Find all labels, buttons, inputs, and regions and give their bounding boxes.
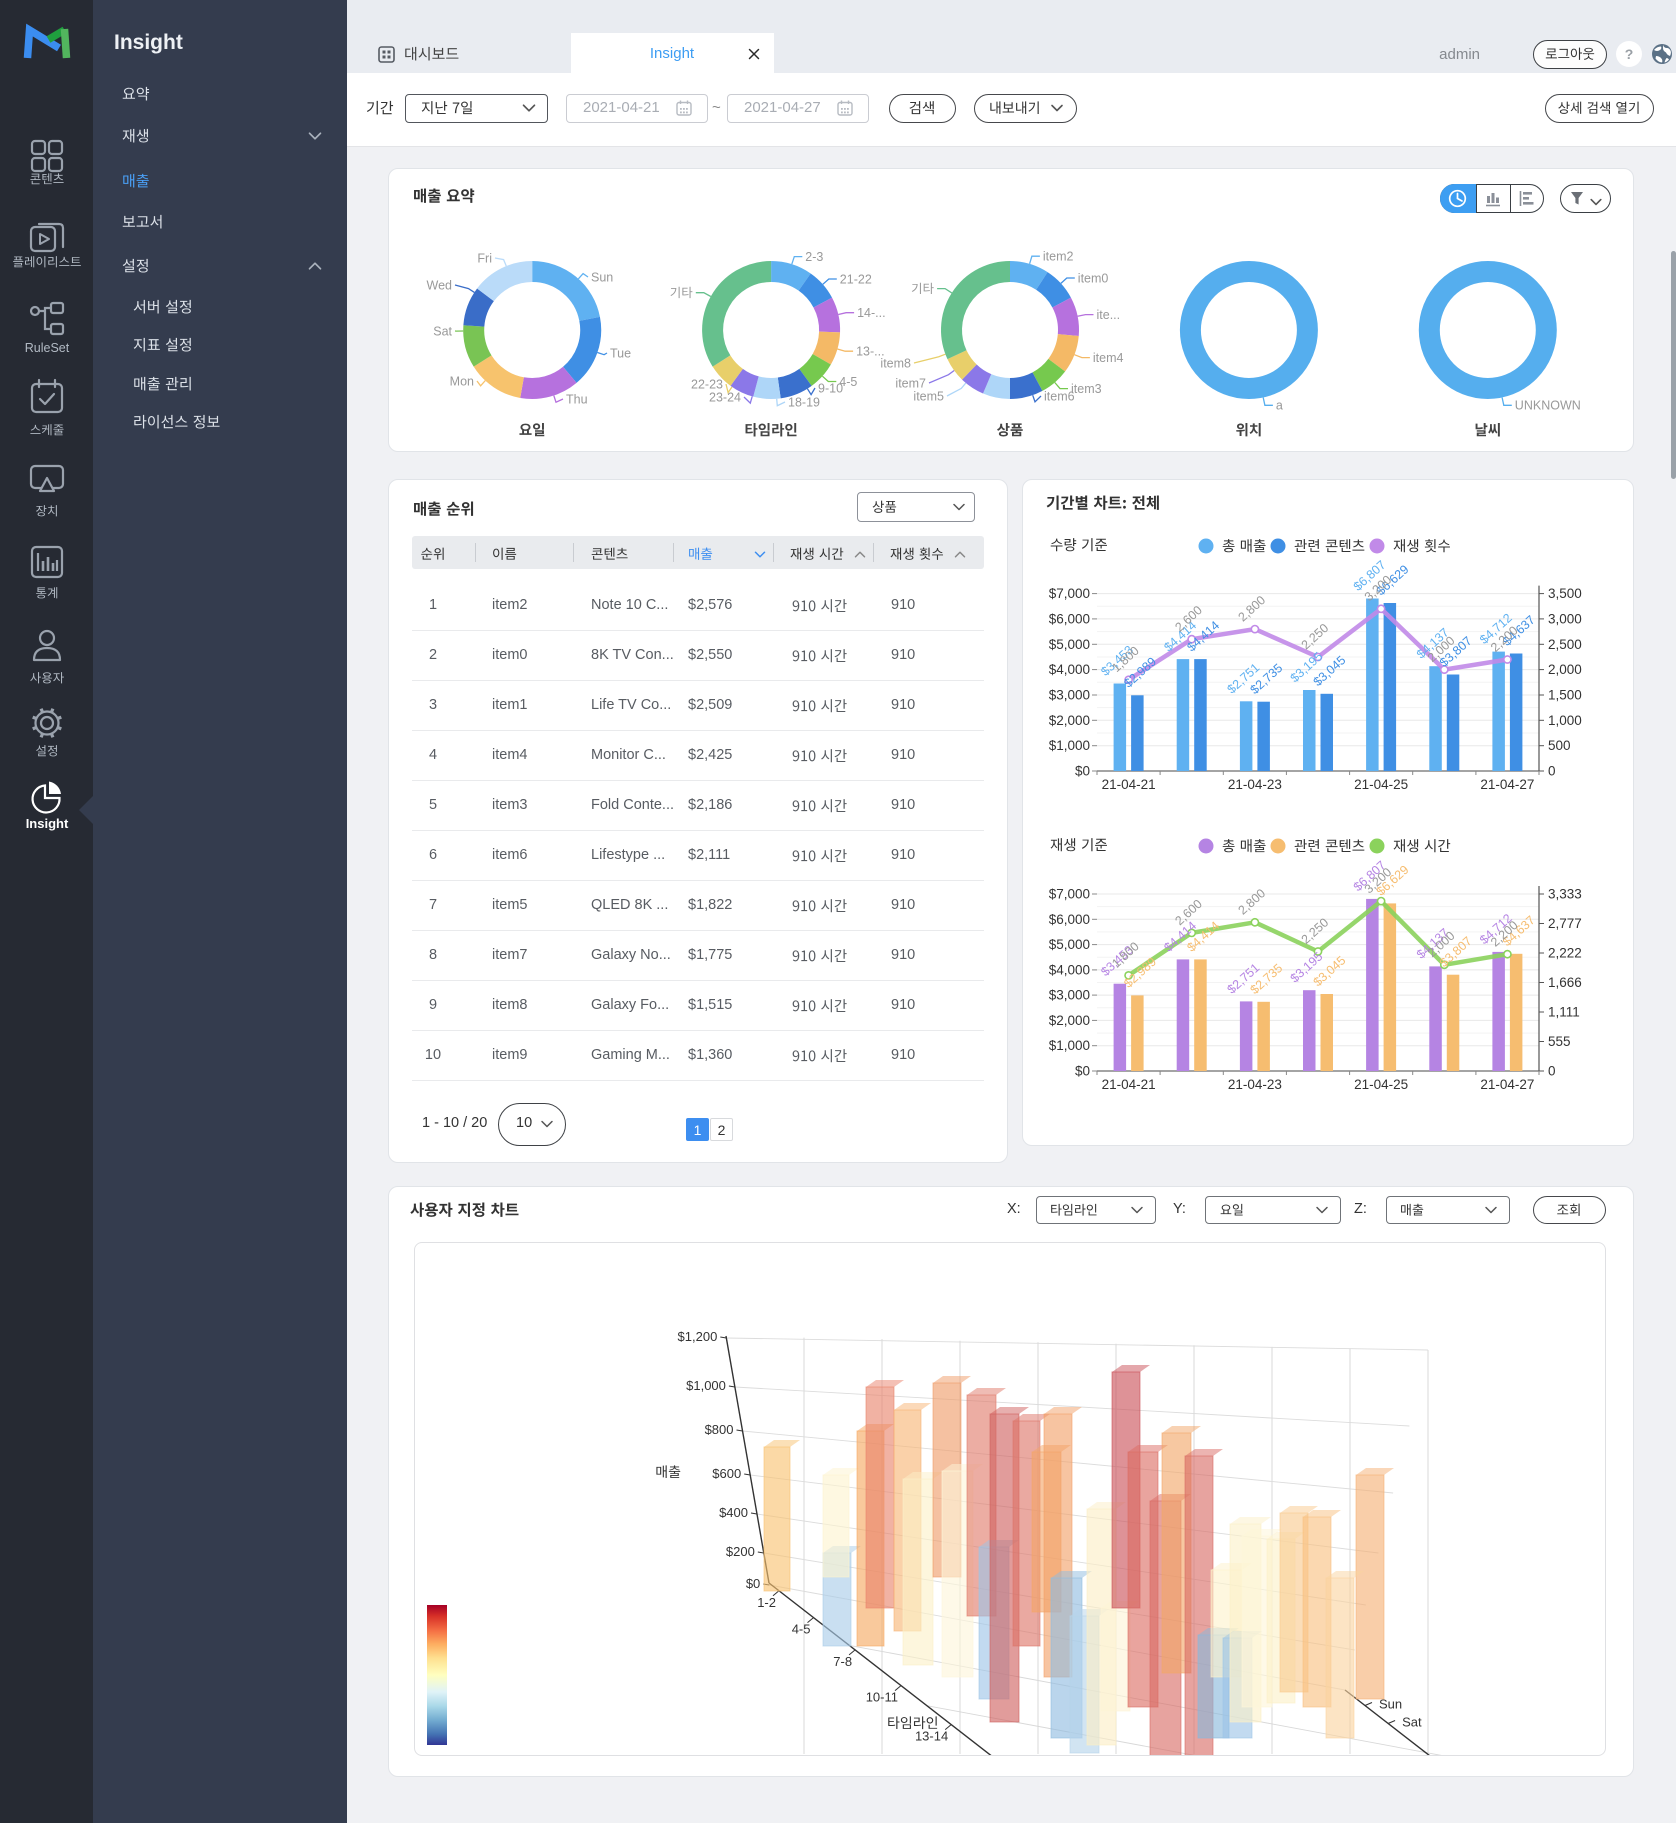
svg-text:Tue: Tue: [610, 346, 631, 360]
svg-text:3,500: 3,500: [1548, 586, 1582, 601]
svg-text:item2: item2: [1043, 250, 1074, 264]
svg-text:1,666: 1,666: [1548, 975, 1582, 990]
svg-text:22-23: 22-23: [691, 377, 723, 391]
svg-text:18-19: 18-19: [788, 395, 820, 409]
svg-text:21-04-27: 21-04-27: [1480, 777, 1534, 792]
svg-text:21-04-27: 21-04-27: [1480, 1077, 1534, 1092]
svg-text:21-04-25: 21-04-25: [1354, 1077, 1408, 1092]
svg-text:1,500: 1,500: [1548, 688, 1582, 703]
svg-text:2,800: 2,800: [1236, 886, 1269, 917]
svg-text:2,000: 2,000: [1548, 662, 1582, 677]
svg-text:1-2: 1-2: [757, 1595, 776, 1610]
svg-text:21-04-21: 21-04-21: [1102, 1077, 1156, 1092]
svg-text:4-5: 4-5: [839, 375, 857, 389]
svg-text:$3,000: $3,000: [1049, 988, 1090, 1003]
svg-text:$0: $0: [1075, 764, 1090, 779]
svg-text:7-8: 7-8: [833, 1654, 852, 1669]
svg-text:$4,000: $4,000: [1049, 962, 1090, 977]
svg-text:9-10: 9-10: [818, 381, 843, 395]
svg-text:21-04-25: 21-04-25: [1354, 777, 1408, 792]
svg-text:2,222: 2,222: [1548, 946, 1582, 961]
svg-text:$400: $400: [719, 1505, 748, 1520]
svg-text:$1,200: $1,200: [678, 1329, 718, 1344]
svg-text:$1,000: $1,000: [1049, 1038, 1090, 1053]
svg-text:2,250: 2,250: [1299, 621, 1332, 652]
svg-text:$800: $800: [705, 1422, 734, 1437]
svg-text:item8: item8: [880, 356, 911, 370]
svg-text:a: a: [1276, 399, 1283, 413]
svg-text:23-24: 23-24: [709, 390, 741, 404]
svg-text:1,000: 1,000: [1548, 713, 1582, 728]
svg-text:$2,000: $2,000: [1049, 1013, 1090, 1028]
svg-text:2,800: 2,800: [1236, 593, 1269, 624]
svg-text:item0: item0: [1078, 271, 1109, 285]
svg-text:2,500: 2,500: [1548, 637, 1582, 652]
svg-text:item3: item3: [1071, 382, 1102, 396]
svg-text:21-04-21: 21-04-21: [1102, 777, 1156, 792]
svg-text:$6,000: $6,000: [1049, 611, 1090, 626]
svg-text:0: 0: [1548, 1064, 1556, 1079]
svg-text:Sat: Sat: [1402, 1715, 1422, 1730]
svg-text:$7,000: $7,000: [1049, 887, 1090, 902]
svg-text:21-04-23: 21-04-23: [1228, 1077, 1282, 1092]
svg-text:$6,000: $6,000: [1049, 912, 1090, 927]
svg-text:13-14: 13-14: [915, 1729, 948, 1744]
svg-text:$1,000: $1,000: [1049, 738, 1090, 753]
svg-text:555: 555: [1548, 1034, 1571, 1049]
svg-text:Fri: Fri: [477, 251, 492, 265]
svg-text:UNKNOWN: UNKNOWN: [1515, 399, 1581, 413]
svg-text:2-3: 2-3: [805, 250, 823, 264]
svg-text:3,000: 3,000: [1548, 611, 1582, 626]
svg-text:500: 500: [1548, 738, 1571, 753]
svg-text:Thu: Thu: [566, 392, 588, 406]
svg-text:14-...: 14-...: [857, 306, 886, 320]
svg-text:4-5: 4-5: [792, 1622, 811, 1637]
svg-text:21-22: 21-22: [840, 272, 872, 286]
svg-text:21-04-23: 21-04-23: [1228, 777, 1282, 792]
svg-text:$0: $0: [746, 1576, 760, 1591]
svg-text:item5: item5: [913, 389, 944, 403]
svg-text:Sun: Sun: [1379, 1697, 1402, 1712]
svg-text:13-...: 13-...: [856, 345, 885, 359]
svg-text:Wed: Wed: [427, 278, 453, 292]
svg-text:$5,000: $5,000: [1049, 937, 1090, 952]
svg-text:$4,000: $4,000: [1049, 662, 1090, 677]
svg-text:2,777: 2,777: [1548, 916, 1582, 931]
svg-text:item7: item7: [895, 376, 926, 390]
svg-text:ite...: ite...: [1097, 308, 1121, 322]
svg-text:$3,000: $3,000: [1049, 688, 1090, 703]
svg-text:Sun: Sun: [591, 270, 613, 284]
svg-text:$7,000: $7,000: [1049, 586, 1090, 601]
svg-text:$600: $600: [712, 1466, 741, 1481]
svg-text:1,111: 1,111: [1548, 1005, 1580, 1020]
svg-text:$5,000: $5,000: [1049, 637, 1090, 652]
svg-text:0: 0: [1548, 764, 1556, 779]
svg-text:10-11: 10-11: [866, 1690, 898, 1705]
svg-text:$0: $0: [1075, 1064, 1090, 1079]
svg-text:3,333: 3,333: [1548, 887, 1582, 902]
svg-text:$1,000: $1,000: [686, 1378, 726, 1393]
svg-text:Mon: Mon: [450, 374, 474, 388]
svg-text:item6: item6: [1044, 389, 1075, 403]
svg-text:item4: item4: [1093, 351, 1124, 365]
svg-text:Sat: Sat: [433, 324, 452, 338]
svg-text:$2,000: $2,000: [1049, 713, 1090, 728]
svg-text:$200: $200: [726, 1544, 755, 1559]
